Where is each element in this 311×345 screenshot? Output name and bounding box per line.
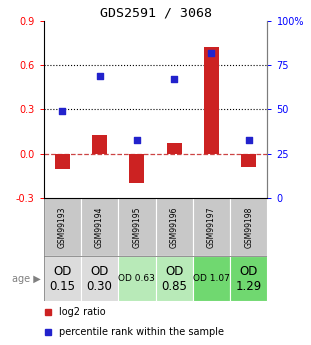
Bar bbox=[230, 198, 267, 256]
Text: GSM99196: GSM99196 bbox=[170, 206, 179, 248]
Bar bbox=[118, 256, 156, 301]
Bar bbox=[44, 256, 81, 301]
Bar bbox=[55, 154, 70, 169]
Point bbox=[246, 137, 251, 142]
Bar bbox=[204, 47, 219, 154]
Bar bbox=[81, 198, 118, 256]
Text: OD
0.85: OD 0.85 bbox=[161, 265, 187, 293]
Point bbox=[209, 50, 214, 56]
Text: GSM99194: GSM99194 bbox=[95, 206, 104, 248]
Bar bbox=[193, 256, 230, 301]
Text: log2 ratio: log2 ratio bbox=[59, 307, 106, 317]
Bar bbox=[167, 144, 182, 154]
Text: GSM99198: GSM99198 bbox=[244, 206, 253, 248]
Text: GSM99193: GSM99193 bbox=[58, 206, 67, 248]
Text: GSM99197: GSM99197 bbox=[207, 206, 216, 248]
Bar bbox=[230, 256, 267, 301]
Bar bbox=[156, 256, 193, 301]
Text: OD 1.07: OD 1.07 bbox=[193, 274, 230, 283]
Point bbox=[172, 77, 177, 82]
Point bbox=[97, 73, 102, 78]
Text: GSM99195: GSM99195 bbox=[132, 206, 141, 248]
Title: GDS2591 / 3068: GDS2591 / 3068 bbox=[100, 7, 211, 20]
Text: OD
1.29: OD 1.29 bbox=[236, 265, 262, 293]
Text: OD
0.15: OD 0.15 bbox=[49, 265, 75, 293]
Text: percentile rank within the sample: percentile rank within the sample bbox=[59, 326, 224, 336]
Bar bbox=[241, 154, 256, 167]
Bar bbox=[44, 198, 81, 256]
Text: age ▶: age ▶ bbox=[12, 274, 40, 284]
Bar bbox=[193, 198, 230, 256]
Point bbox=[60, 108, 65, 114]
Point bbox=[134, 137, 139, 142]
Text: OD
0.30: OD 0.30 bbox=[86, 265, 113, 293]
Text: OD 0.63: OD 0.63 bbox=[118, 274, 155, 283]
Bar bbox=[81, 256, 118, 301]
Bar bbox=[156, 198, 193, 256]
Bar bbox=[129, 154, 144, 183]
Bar bbox=[92, 135, 107, 154]
Bar bbox=[118, 198, 156, 256]
